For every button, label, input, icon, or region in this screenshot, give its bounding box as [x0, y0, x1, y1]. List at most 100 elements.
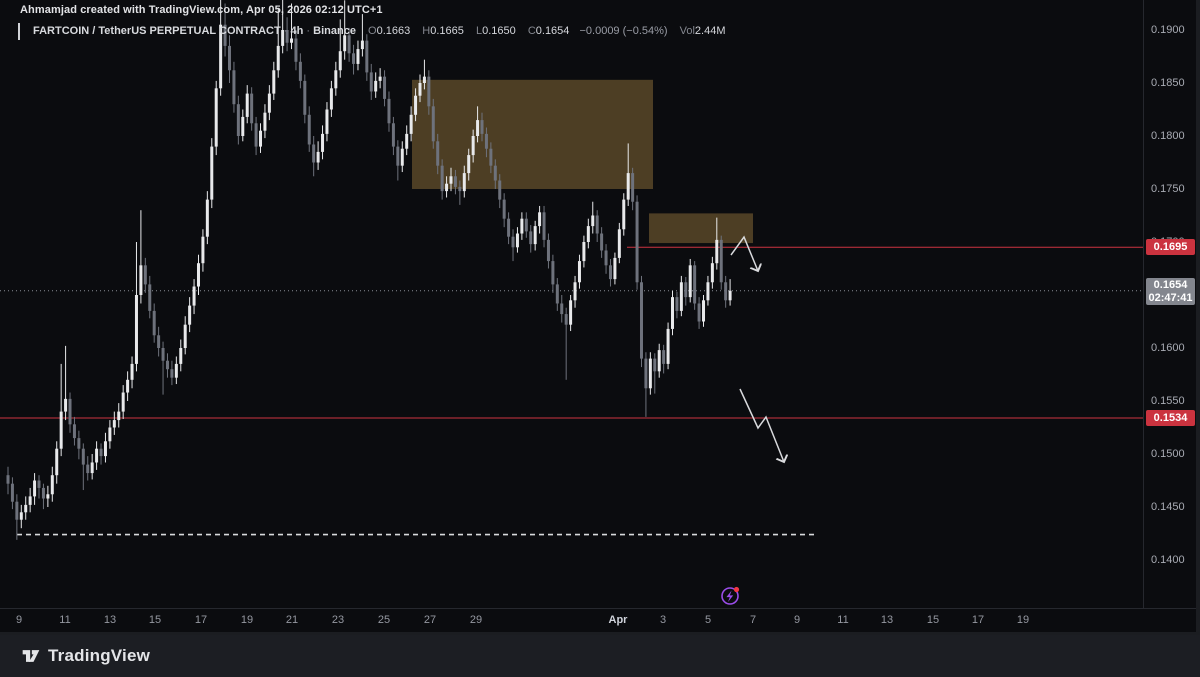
chart-canvas[interactable]: [0, 0, 1143, 608]
candles-layer: [6, 0, 732, 540]
candle-body: [338, 51, 342, 71]
candle-body: [365, 40, 369, 73]
high-value: 0.1665: [430, 25, 464, 37]
symbol-title[interactable]: FARTCOIN / TetherUS PERPETUAL CONTRACT: [33, 25, 281, 37]
candle-body: [24, 504, 28, 513]
candle-body: [564, 314, 568, 325]
candle-body: [281, 30, 285, 46]
candle-body: [484, 133, 488, 149]
candle-body: [46, 494, 50, 499]
candle-body: [498, 180, 502, 200]
time-axis[interactable]: 9 11 13 15 17 19 21 23 25 27 29 Apr 3 5 7 9 11 13 15 17 19: [0, 608, 1196, 632]
candle-body: [259, 130, 263, 147]
candle-body: [671, 297, 674, 329]
tradingview-brand[interactable]: TradingView: [48, 646, 151, 665]
alert-price-label-0-1695: 0.1695: [1146, 239, 1195, 256]
volume-label: Vol: [679, 25, 695, 37]
candle-body: [613, 257, 617, 280]
price-tick-label: 0.1750: [1151, 183, 1185, 195]
chart-legend: FARTCOIN / TetherUS PERPETUAL CONTRACT ·…: [33, 25, 726, 37]
price-axis[interactable]: 0.14000.14500.15000.15500.16000.16500.17…: [1143, 0, 1196, 608]
price-tick-label: 0.1900: [1151, 24, 1185, 36]
trend-arrow[interactable]: [730, 235, 758, 271]
interval-label[interactable]: 4h: [290, 25, 304, 37]
candle-body: [356, 49, 360, 64]
candle-body: [254, 123, 258, 147]
candle-body: [600, 233, 604, 251]
candle-body: [28, 496, 32, 505]
price-tick-label: 0.1400: [1151, 554, 1185, 566]
candle-body: [6, 475, 10, 484]
candle-body: [183, 324, 187, 348]
candle-body: [422, 76, 426, 83]
candle-body: [86, 464, 90, 474]
candle-body: [453, 176, 457, 187]
candle-body: [112, 420, 116, 428]
candle-body: [126, 379, 130, 393]
trend-arrow[interactable]: [739, 388, 784, 462]
candle-body: [157, 335, 161, 348]
legend-separator: ·: [306, 25, 311, 37]
tradingview-logo-icon[interactable]: [21, 646, 41, 666]
candle-body: [72, 424, 76, 439]
candle-body: [493, 165, 497, 181]
candle-body: [152, 310, 156, 336]
close-label: C: [527, 25, 536, 37]
time-tick-label: 17: [194, 614, 208, 626]
candle-body: [148, 284, 152, 311]
attribution-bar: Ahmamjad created with TradingView.com, A…: [20, 4, 383, 16]
candle-body: [352, 53, 356, 64]
candle-body: [334, 70, 338, 89]
time-tick-label: Apr: [608, 614, 628, 626]
time-tick-label: 19: [1016, 614, 1030, 626]
candle-body: [529, 231, 533, 245]
time-tick-label: 7: [749, 614, 757, 626]
candle-body: [263, 112, 267, 131]
candle-body: [276, 45, 280, 71]
candle-body: [245, 93, 249, 117]
candle-body: [165, 360, 169, 370]
exchange-label: Binance: [313, 25, 356, 37]
time-tick-label: 11: [837, 614, 849, 626]
candle-body: [192, 286, 196, 306]
price-tick-label: 0.1450: [1151, 501, 1185, 513]
legend-accent-line: [18, 23, 20, 40]
supply-zone[interactable]: [412, 79, 653, 189]
candle-body: [219, 24, 223, 89]
candle-body: [41, 487, 45, 499]
candle-body: [174, 363, 178, 378]
supply-zone[interactable]: [649, 213, 753, 244]
candle-body: [577, 261, 581, 283]
time-tick-label: 9: [15, 614, 23, 626]
candle-body: [608, 265, 612, 280]
price-tick-label: 0.1500: [1151, 448, 1185, 460]
candle-body: [427, 76, 431, 107]
change-value: −0.0009 (−0.54%): [579, 25, 668, 37]
candle-body: [591, 215, 595, 227]
candle-body: [378, 76, 382, 81]
candle-body: [449, 176, 453, 184]
candle-body: [396, 146, 400, 166]
candle-body: [307, 114, 311, 145]
open-label: O: [368, 25, 377, 37]
candle-body: [121, 392, 125, 412]
candle-body: [688, 265, 692, 298]
event-lightning-icon[interactable]: [721, 586, 740, 605]
candle-body: [467, 155, 471, 174]
close-value: 0.1654: [535, 25, 570, 37]
last-price-value: 0.1654: [1153, 278, 1188, 291]
time-tick-label: 3: [659, 614, 667, 626]
time-tick-label: 25: [377, 614, 391, 626]
candle-body: [130, 363, 134, 380]
candle-body: [440, 165, 444, 192]
candle-body: [409, 114, 413, 134]
candle-body: [538, 212, 542, 227]
candle-body: [321, 133, 325, 152]
candle-body: [657, 350, 661, 372]
candle-body: [595, 215, 599, 234]
time-tick-label: 15: [148, 614, 162, 626]
candle-body: [458, 186, 462, 192]
candle-body: [702, 300, 706, 322]
candle-body: [507, 218, 511, 237]
candle-body: [476, 120, 480, 136]
